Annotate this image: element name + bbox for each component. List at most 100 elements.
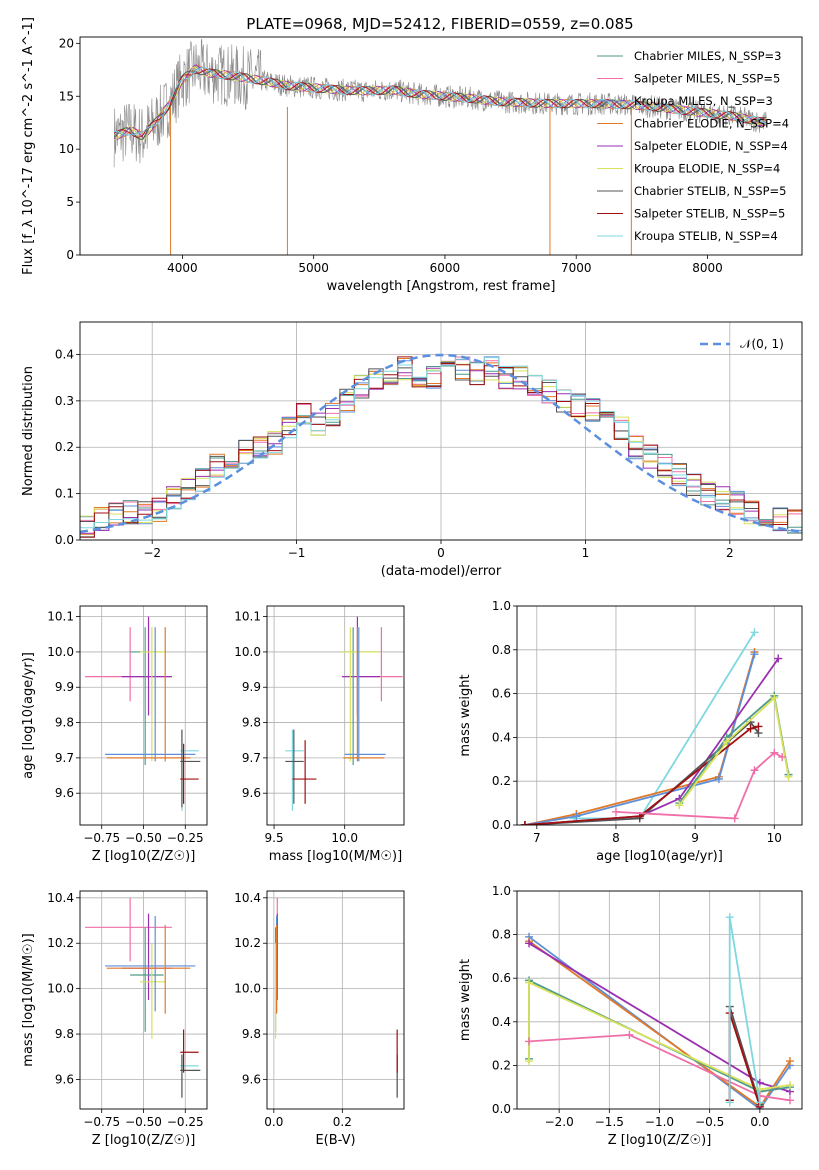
plot-area [85, 897, 201, 1098]
series-marker [750, 650, 759, 659]
panel-mass-vs-metallicity: −0.75 −0.50 −0.25 9.6 9.8 10.0 10.2 10.4 Z [log1… [21, 890, 208, 1148]
y-tick-label: 0.4 [492, 1015, 511, 1029]
y-axis-label: mass [log10(M/M☉)] [21, 933, 36, 1066]
x-tick-label: 7 [533, 831, 541, 845]
y-tick-label: 10 [59, 142, 74, 156]
x-tick-label: −1.0 [645, 1115, 674, 1129]
y-tick-label: 0.0 [55, 533, 74, 547]
legend-label: Chabrier MILES, N_SSP=3 [634, 49, 781, 63]
figure-title: PLATE=0968, MJD=52412, FIBERID=0559, z=0… [246, 15, 633, 33]
y-tick-label: 10.4 [47, 891, 74, 905]
y-axis-label: mass weight [458, 959, 473, 1041]
series-marker [625, 1030, 634, 1039]
y-tick-label: 0.6 [492, 687, 511, 701]
x-tick-label: 9.5 [265, 831, 284, 845]
x-axis-label: mass [log10(M/M☉)] [269, 849, 402, 864]
x-tick-label: −1.5 [595, 1115, 624, 1129]
x-tick-label: 10.0 [331, 831, 358, 845]
y-axis-label: age [log10(age/yr)] [21, 652, 36, 779]
series-marker [730, 814, 739, 823]
legend-label: Salpeter STELIB, N_SSP=5 [634, 207, 785, 221]
y-tick-label: 0.0 [492, 1102, 511, 1116]
x-tick-label: 0 [437, 546, 445, 560]
y-tick-label: 10.0 [47, 645, 74, 659]
y-tick-label: 0.3 [55, 394, 74, 408]
y-tick-label: 10.4 [234, 891, 261, 905]
series-marker [770, 693, 779, 702]
y-tick-label: 9.8 [242, 1027, 261, 1041]
legend-label: Chabrier ELODIE, N_SSP=4 [634, 117, 789, 131]
plot-frame [266, 890, 405, 1110]
x-tick-label: −0.50 [125, 831, 162, 845]
y-tick-label: 9.9 [242, 680, 261, 694]
y-tick-label: 10.1 [47, 610, 74, 624]
x-tick-label: 0.2 [333, 1115, 352, 1129]
y-tick-label: 15 [59, 89, 74, 103]
series-marker [525, 939, 534, 948]
series-marker [784, 772, 793, 781]
y-tick-label: 0.4 [492, 730, 511, 744]
model-spectrum [113, 69, 767, 141]
series-marker [611, 807, 620, 816]
series-marker [754, 722, 763, 731]
series-line [615, 751, 783, 820]
legend-label: 𝒩(0, 1) [740, 337, 784, 351]
y-tick-label: 10.2 [234, 936, 261, 950]
x-tick-label: −0.50 [125, 1115, 162, 1129]
x-axis-label: E(B-V) [315, 1133, 355, 1148]
y-tick-label: 9.6 [55, 1072, 74, 1086]
x-tick-label: 10 [767, 831, 782, 845]
series-marker [785, 1057, 794, 1066]
series-line [528, 936, 791, 1109]
x-axis-label: Z [log10(Z/Z☉)] [92, 849, 196, 864]
panel-mass-weight-vs-age: 7 8 9 10 0.0 0.2 0.4 0.6 0.8 1.0 age [log10(age/yr… [458, 599, 803, 864]
y-axis-label: mass weight [458, 674, 473, 756]
plot-frame [79, 605, 208, 826]
y-tick-label: 0.0 [492, 818, 511, 832]
plot-frame [266, 605, 405, 826]
panel-mass-weight-vs-metallicity: −2.0 −1.5 −1.0 −0.5 0.0 0.0 0.2 0.4 0.6 0.8 1.0 Z [… [458, 884, 803, 1148]
plot-frame [79, 890, 208, 1110]
series-marker [785, 1081, 794, 1090]
y-tick-label: 9.6 [55, 786, 74, 800]
legend-label: Salpeter ELODIE, N_SSP=4 [634, 139, 788, 153]
y-tick-label: 10.0 [234, 645, 261, 659]
x-tick-label: 1 [582, 546, 590, 560]
x-tick-label: −2 [143, 546, 161, 560]
y-tick-label: 0.2 [492, 1058, 511, 1072]
legend-label: Kroupa STELIB, N_SSP=4 [634, 229, 778, 243]
y-tick-label: 0 [66, 248, 74, 262]
plot-area [274, 897, 398, 1098]
x-tick-label: 0.0 [750, 1115, 769, 1129]
y-tick-label: 0.6 [492, 971, 511, 985]
plot-area [520, 628, 793, 825]
panel-spectrum: 4000 5000 6000 7000 8000 0 5 10 15 20 wavelength [… [21, 17, 803, 294]
x-axis-label: wavelength [Angstrom, rest frame] [327, 279, 556, 294]
panel-mass-vs-ebv: 0.0 0.2 9.6 9.8 10.0 10.2 10.4 E(B-V) [234, 890, 405, 1148]
plot-area [113, 38, 767, 255]
series-line [728, 1012, 761, 1108]
y-axis-label: Normed distribution [21, 366, 36, 496]
x-tick-label: −1 [288, 546, 306, 560]
plot-area [525, 913, 794, 1109]
x-tick-label: 4000 [167, 261, 198, 275]
y-tick-label: 0.1 [55, 487, 74, 501]
y-tick-label: 9.8 [55, 1027, 74, 1041]
y-tick-label: 10.1 [234, 610, 261, 624]
series-line [678, 694, 790, 804]
x-tick-label: −0.75 [83, 1115, 120, 1129]
y-tick-label: 1.0 [492, 599, 511, 613]
observed-spectrum [113, 38, 767, 168]
series-marker [714, 775, 723, 784]
plot-frame [516, 890, 803, 1110]
x-tick-label: 9 [691, 831, 699, 845]
series-marker [755, 1098, 764, 1107]
series-marker [750, 766, 759, 775]
plot-area [285, 616, 403, 811]
plot-frame [79, 321, 803, 541]
histogram-step [80, 357, 802, 540]
series-marker [572, 812, 581, 821]
plot-area [85, 616, 201, 811]
series-marker [774, 654, 783, 663]
